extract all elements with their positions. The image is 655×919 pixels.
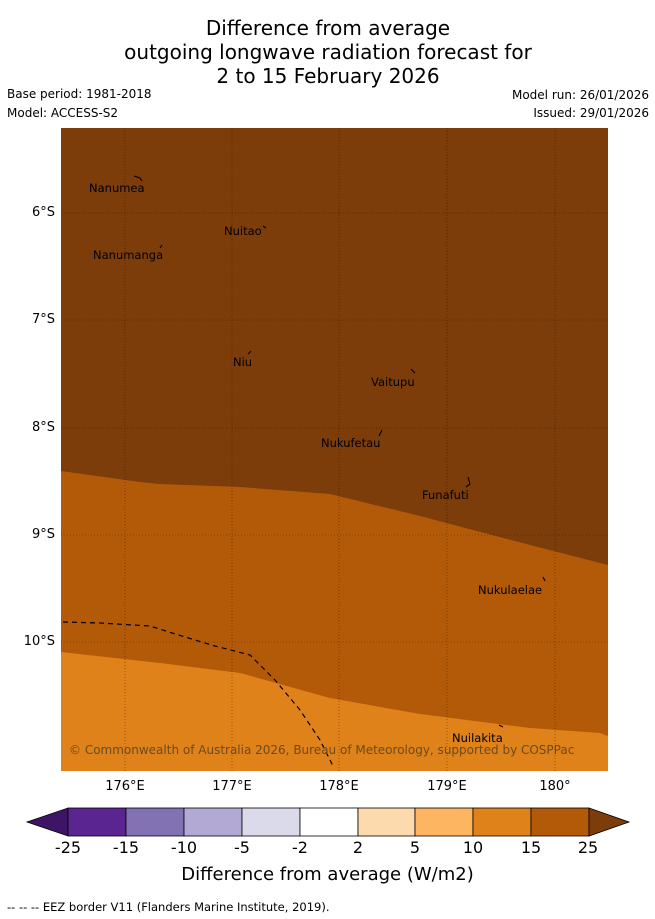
place-label-niu: Niu (233, 355, 253, 369)
lat-label-7s: 7°S (31, 312, 55, 327)
colorbar-low-extend (25, 807, 69, 837)
lat-label-8s: 8°S (31, 420, 55, 435)
colorbar-segment (241, 807, 301, 837)
colorbar-tick: -25 (54, 838, 82, 857)
place-label-funafuti: Funafuti (422, 488, 469, 502)
gridlines (61, 128, 608, 771)
colorbar-tick: 5 (409, 838, 421, 857)
lon-label-176e: 176°E (105, 779, 145, 794)
colorbar-segment (414, 807, 474, 837)
colorbar-segment (183, 807, 243, 837)
colorbar-label: Difference from average (W/m2) (181, 864, 474, 885)
colorbar-segment (530, 807, 590, 837)
island-nanumea-shape (133, 175, 143, 182)
colorbar-tick: -15 (112, 838, 140, 857)
lon-label-179e: 179°E (427, 779, 467, 794)
issued-date: Issued: 29/01/2026 (533, 106, 649, 120)
island-nukufetau-shape (378, 429, 383, 437)
model-run: Model run: 26/01/2026 (511, 88, 649, 102)
colorbar-segment (67, 807, 127, 837)
eez-border (62, 621, 335, 769)
eez-footnote: -- -- -- EEZ border V11 (Flanders Marine… (7, 900, 330, 914)
lon-label-178e: 178°E (319, 779, 359, 794)
island-nukulaelae-shape (542, 576, 546, 582)
place-label-vaitupu: Vaitupu (371, 375, 415, 389)
copyright-notice: © Commonwealth of Australia 2026, Bureau… (69, 743, 575, 757)
colorbar-segment (299, 807, 359, 837)
colorbar-tick: 25 (577, 838, 599, 857)
place-label-nukulaelae: Nukulaelae (478, 583, 543, 597)
place-label-nuilakita: Nuilakita (452, 731, 503, 745)
island-funafuti-shape (465, 476, 471, 488)
lat-label-6s: 6°S (31, 205, 55, 220)
colorbar-segment (125, 807, 185, 837)
island-nanumanga-shape (159, 244, 163, 249)
region-5-to-10 (61, 652, 608, 771)
lat-label-9s: 9°S (31, 527, 55, 542)
chart-title: Difference from average outgoing longwav… (0, 16, 655, 88)
island-vaitupu-shape (410, 368, 416, 374)
model-name: Model: ACCESS-S2 (7, 106, 119, 120)
colorbar-tick: 10 (462, 838, 484, 857)
island-nuitao-shape (262, 225, 267, 229)
title-line-1: Difference from average (205, 16, 451, 40)
colorbar-tick: 2 (352, 838, 364, 857)
colorbar-segment (472, 807, 532, 837)
colorbar-high-extend (588, 807, 631, 837)
colorbar-segment (357, 807, 416, 837)
island-niu-shape (247, 350, 252, 355)
islands (133, 175, 546, 728)
colorbar-tick: -10 (170, 838, 198, 857)
title-line-3: 2 to 15 February 2026 (216, 64, 440, 88)
lat-label-10s: 10°S (23, 634, 55, 649)
title-line-2: outgoing longwave radiation forecast for (124, 40, 532, 64)
colorbar-tick: -2 (292, 838, 308, 857)
lon-label-177e: 177°E (212, 779, 252, 794)
colorbar (25, 807, 631, 837)
colorbar-tick: 15 (520, 838, 542, 857)
place-label-nukufetau: Nukufetau (321, 436, 381, 450)
base-period: Base period: 1981-2018 (7, 87, 152, 101)
island-nuilakita-shape (498, 724, 504, 728)
place-label-nuitao: Nuitao (224, 224, 262, 238)
lon-label-180: 180° (539, 779, 571, 794)
place-label-nanumanga: Nanumanga (93, 248, 164, 262)
place-label-nanumea: Nanumea (89, 181, 145, 195)
colorbar-tick: -5 (234, 838, 250, 857)
